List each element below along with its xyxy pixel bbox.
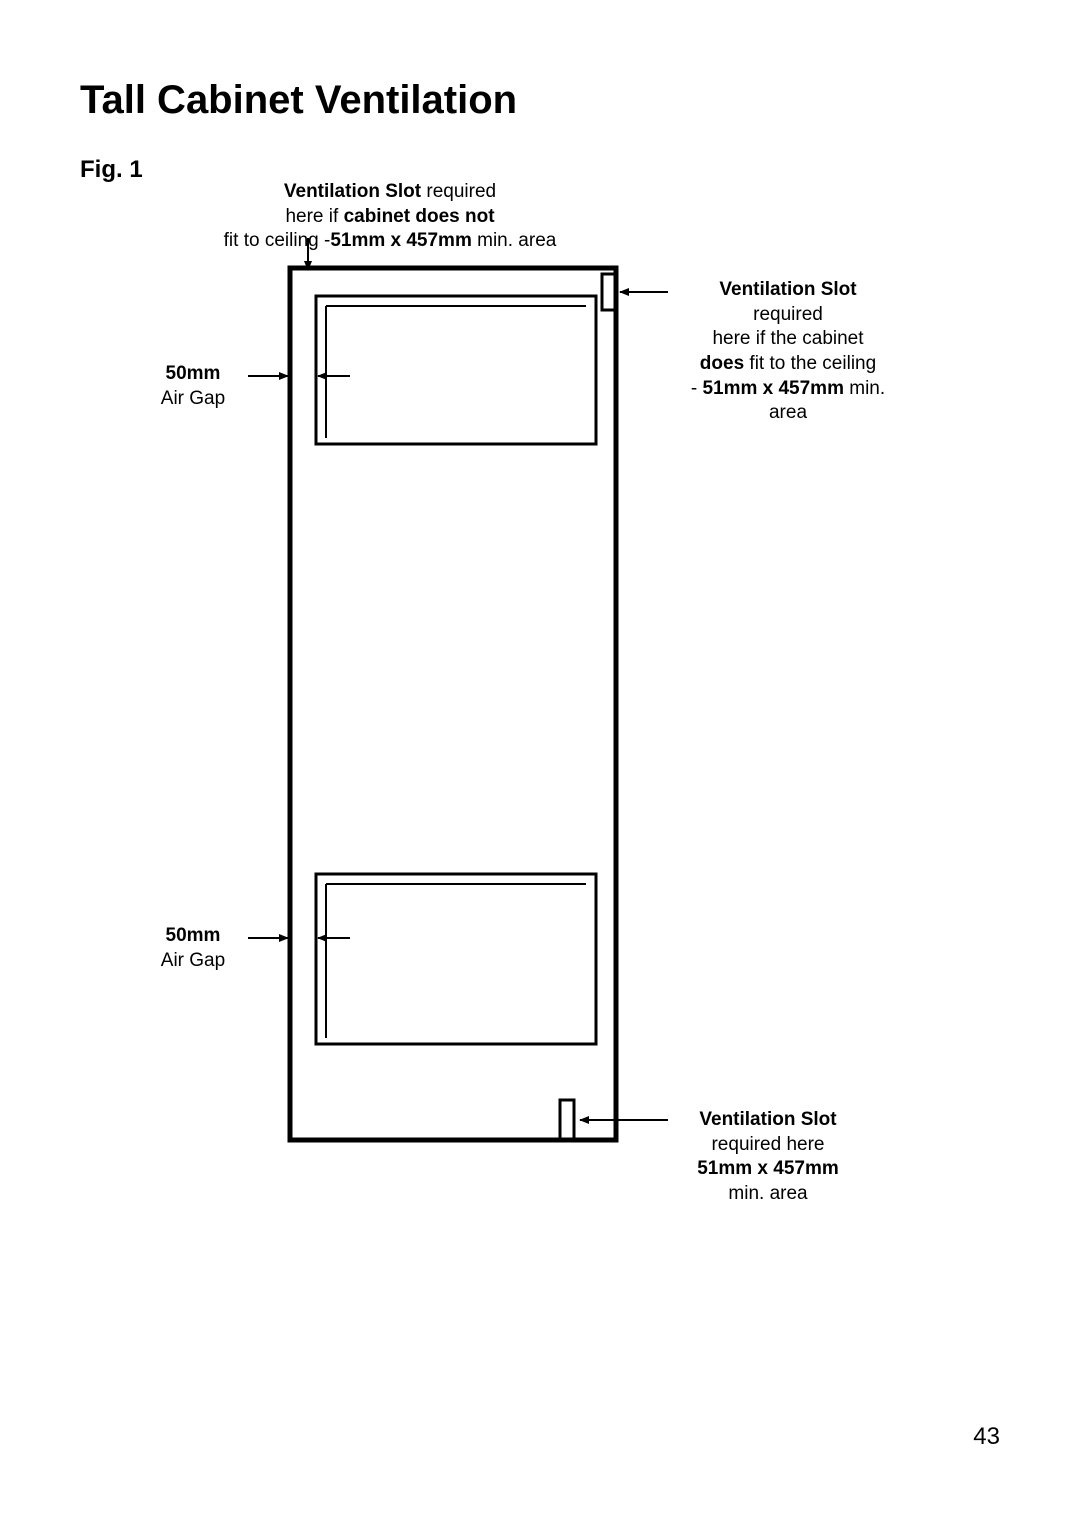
cabinet-diagram xyxy=(0,0,1080,1511)
page-root: Tall Cabinet Ventilation Fig. 1 Ventilat… xyxy=(0,0,1080,1511)
diagram-svg-wrap xyxy=(0,0,1080,1511)
